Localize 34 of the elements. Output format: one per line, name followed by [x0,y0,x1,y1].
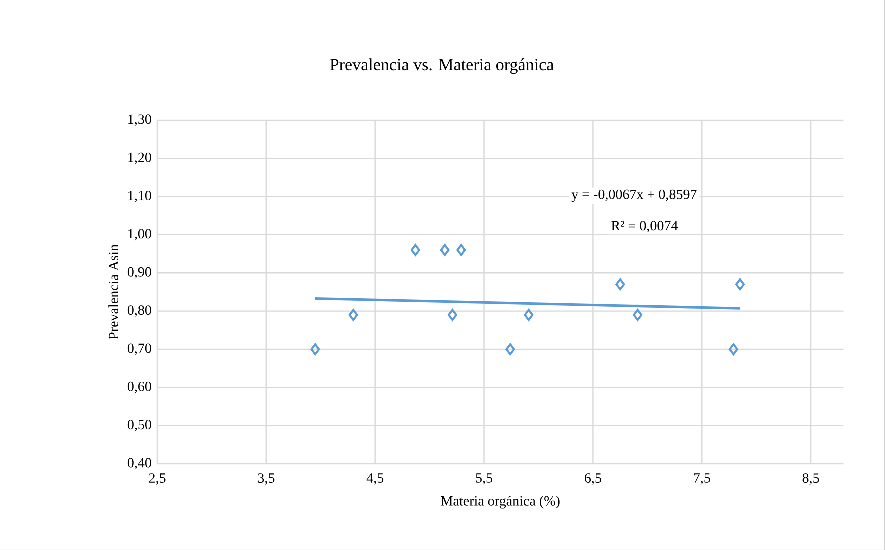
y-tick-label: 0,70 [128,344,152,356]
y-tick-label: 1,10 [128,190,152,202]
point [524,308,534,321]
x-tick-label: 8,5 [802,473,820,485]
point [506,343,516,356]
y-tick-label: 1,30 [128,114,152,126]
x-tick-label: 7,5 [694,473,710,485]
point [448,308,458,321]
x-tick-label: 2,5 [149,473,166,485]
annotation: R² = 0,0074 [612,221,678,232]
point [616,278,626,290]
x-axis-title: Materia orgánica (%) [441,496,560,509]
point [456,244,466,256]
y-tick-label: 1,20 [128,152,152,164]
y-tick-label: 1,00 [128,229,152,241]
chart-title: Prevalencia vs. Materia orgánica [330,58,554,74]
point [728,343,738,356]
point [633,308,643,321]
point [440,244,450,256]
y-tick-label: 0,40 [128,458,152,470]
point [310,343,320,356]
annotation: y = -0,0067x + 0,8597 [572,190,697,202]
x-tick-label: 3,5 [258,473,275,485]
y-tick-label: 0,60 [128,382,152,394]
x-tick-label: 4,5 [366,473,384,485]
point [348,308,358,321]
x-tick-label: 6,5 [585,473,602,485]
y-tick-label: 0,50 [128,420,152,432]
y-tick-label: 0,80 [128,305,152,317]
y-axis-title: Prevalencia Asin [108,244,119,340]
point [735,278,746,290]
y-tick-label: 0,90 [128,267,152,279]
point [410,244,420,256]
x-tick-label: 5,5 [476,473,492,485]
